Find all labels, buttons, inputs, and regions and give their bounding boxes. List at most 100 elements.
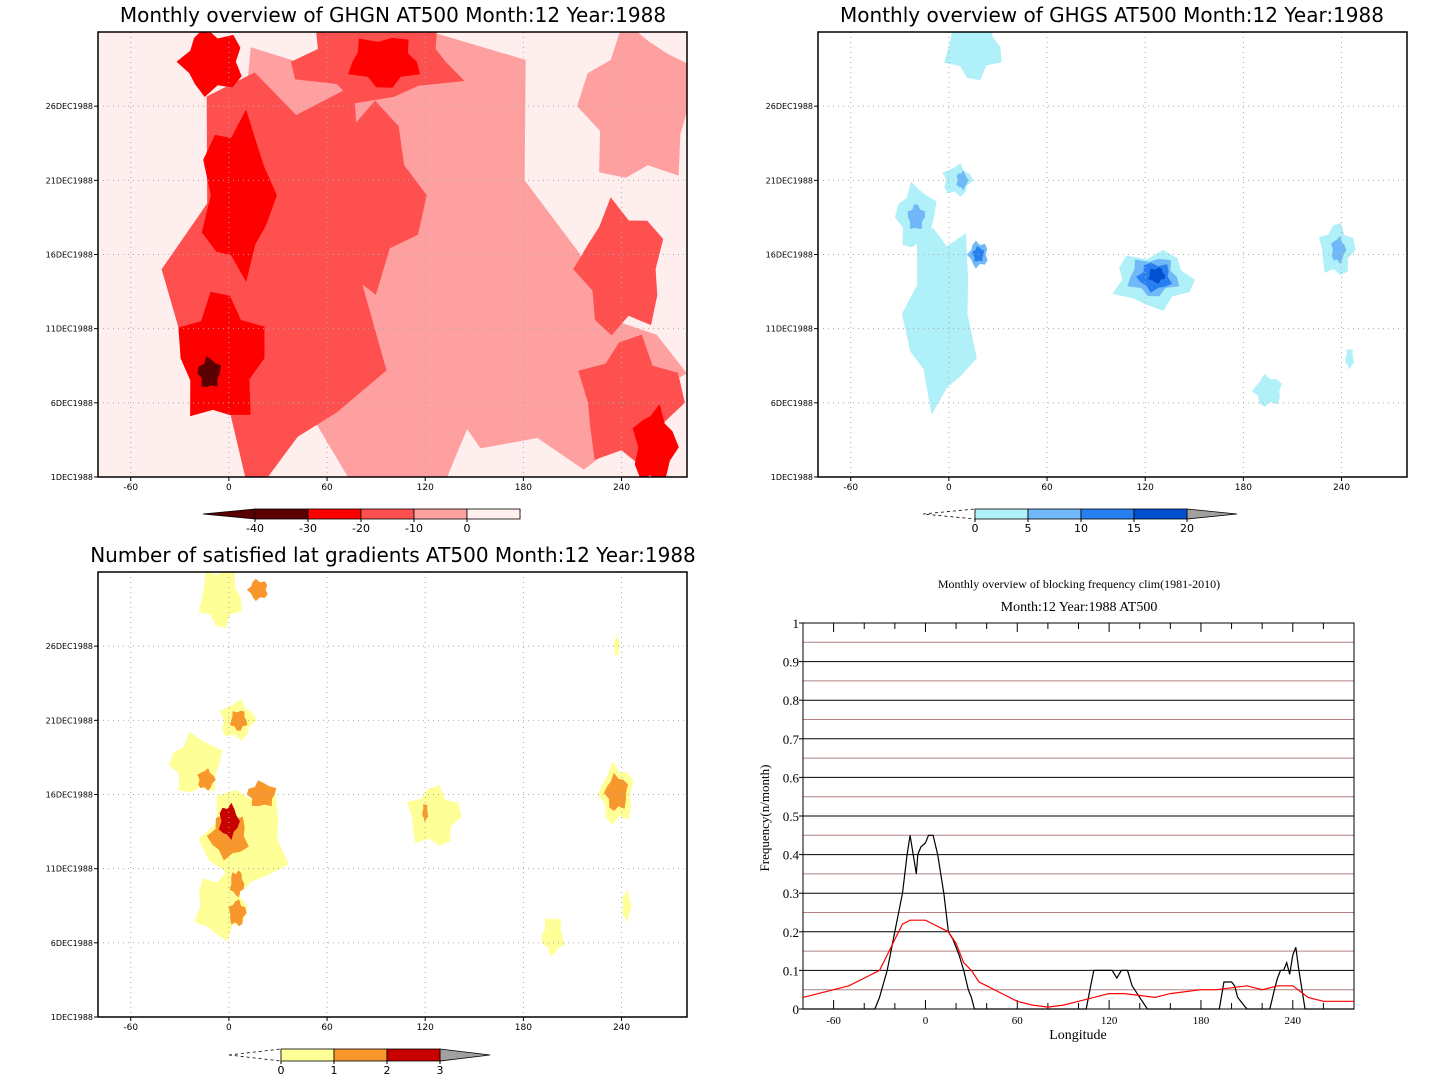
frequency-subtitle: Month:12 Year:1988 AT500 (1001, 600, 1158, 615)
colorbar-label: -20 (352, 522, 370, 535)
colorbar-low-extend (202, 508, 256, 520)
frequency-title: Monthly overview of blocking frequency c… (938, 577, 1220, 591)
contour-region (198, 572, 242, 628)
grid-lines (98, 572, 687, 1018)
contour-region (956, 170, 969, 191)
x-tick-label: 240 (1333, 483, 1350, 493)
contour-region (632, 404, 679, 477)
y-tick-label: 1 (793, 616, 800, 631)
x-tick-label: 120 (417, 1023, 434, 1033)
colorbar-swatch (974, 508, 1029, 520)
y-tick-label: 1DEC1988 (51, 473, 93, 482)
y-tick-label: 0.3 (783, 886, 799, 901)
y-tick-label: 0.7 (783, 732, 800, 747)
colorbar-swatch (307, 508, 362, 520)
panel-ghgn-title: Monthly overview of GHGN AT500 Month:12 … (120, 3, 666, 27)
contour-region (293, 100, 427, 295)
contour-region (197, 768, 216, 791)
y-tick-label: 21DEC1988 (766, 176, 813, 185)
contour-region (613, 635, 620, 656)
y-tick-label: 11DEC1988 (46, 865, 93, 874)
contour-region (229, 870, 245, 898)
x-tick-label: 60 (1041, 483, 1053, 493)
contour-region (206, 814, 249, 861)
x-tick-label: 120 (1101, 1015, 1118, 1027)
colorbar-label: -40 (246, 522, 264, 535)
colorbar-label: 0 (972, 522, 979, 535)
panel-lat-gradients-title: Number of satisfied lat gradients AT500 … (90, 543, 696, 567)
colorbar: -40 -30 -20 -10 0 (202, 508, 521, 535)
contour-region (1331, 235, 1347, 265)
x-tick-label: 0 (226, 1023, 232, 1033)
panel-blocking-frequency: Monthly overview of blocking frequency c… (757, 577, 1355, 1043)
x-tick-label: 180 (1235, 483, 1252, 493)
contour-region (944, 32, 1002, 81)
colorbar-swatch (386, 1048, 441, 1062)
y-tick-label: 0.1 (783, 963, 799, 978)
y-tick-label: 0 (793, 1002, 800, 1017)
contour-region (1147, 267, 1166, 284)
colorbar-swatch (1133, 508, 1188, 520)
y-tick-label: 16DEC1988 (766, 251, 813, 260)
panel-ghgs: Monthly overview of GHGS AT500 Month:12 … (766, 3, 1408, 535)
x-tick-label: 240 (613, 483, 630, 493)
colorbar-label: 5 (1025, 522, 1032, 535)
colorbar-label: 15 (1127, 522, 1141, 535)
colorbar-label: 2 (384, 1064, 391, 1077)
colorbar-label: 0 (278, 1064, 285, 1077)
colorbar-swatch (1080, 508, 1135, 520)
contour-region (246, 780, 277, 807)
frequency-xlabel: Longitude (1049, 1028, 1107, 1043)
x-tick-label: 0 (946, 483, 952, 493)
contour-region (907, 204, 925, 229)
contour-region (1251, 373, 1282, 407)
colorbar-label: 0 (464, 522, 471, 535)
contour-region (176, 32, 242, 97)
colorbar-label: 10 (1074, 522, 1088, 535)
colorbar-swatch (333, 1048, 388, 1062)
contour-region (218, 802, 240, 840)
colorbar: 0 5 10 15 20 (922, 508, 1238, 535)
x-tick-label: -60 (843, 483, 858, 493)
colorbar-swatch (466, 508, 521, 520)
contour-region (541, 918, 565, 957)
y-tick-label: 16DEC1988 (46, 251, 93, 260)
series-line-observed (803, 834, 1354, 1010)
contour-region (197, 356, 221, 388)
colorbar-label: -10 (405, 522, 423, 535)
x-tick-label: -60 (123, 483, 138, 493)
contour-region (246, 578, 268, 602)
panel-lat-gradients: Number of satisfied lat gradients AT500 … (46, 543, 696, 1077)
colorbar-swatch (413, 508, 468, 520)
contour-region (901, 227, 977, 415)
y-tick-label: 26DEC1988 (46, 642, 93, 651)
y-tick-label: 26DEC1988 (46, 102, 93, 111)
y-tick-label: 21DEC1988 (46, 716, 93, 725)
panel-ghgs-title: Monthly overview of GHGS AT500 Month:12 … (840, 3, 1384, 27)
x-tick-label: 180 (515, 1023, 532, 1033)
x-tick-label: 240 (1285, 1015, 1302, 1027)
contour-region (407, 785, 462, 846)
colorbar-swatch (1027, 508, 1082, 520)
y-tick-label: 0.2 (783, 925, 799, 940)
contour-region (422, 804, 429, 823)
y-tick-label: 1DEC1988 (51, 1013, 93, 1022)
x-tick-label: 60 (321, 483, 333, 493)
colorbar-high-extend (1186, 508, 1238, 520)
y-tick-label: 0.6 (783, 770, 800, 785)
colorbar-low-extend (922, 508, 976, 520)
contour-region (1345, 349, 1355, 370)
colorbar-label: 20 (1180, 522, 1194, 535)
colorbar: 0 1 2 3 (228, 1048, 491, 1077)
x-tick-label: 240 (613, 1023, 630, 1033)
y-tick-label: 6DEC1988 (51, 399, 93, 408)
contour-region (972, 246, 985, 262)
series-line-climatology (802, 919, 1354, 1008)
y-tick-label: 6DEC1988 (771, 399, 813, 408)
y-tick-label: 6DEC1988 (51, 939, 93, 948)
x-tick-label: 60 (321, 1023, 333, 1033)
x-tick-label: 0 (923, 1015, 929, 1027)
panel-ghgn: Monthly overview of GHGN AT500 Month:12 … (46, 3, 688, 535)
contour-region (622, 888, 632, 924)
